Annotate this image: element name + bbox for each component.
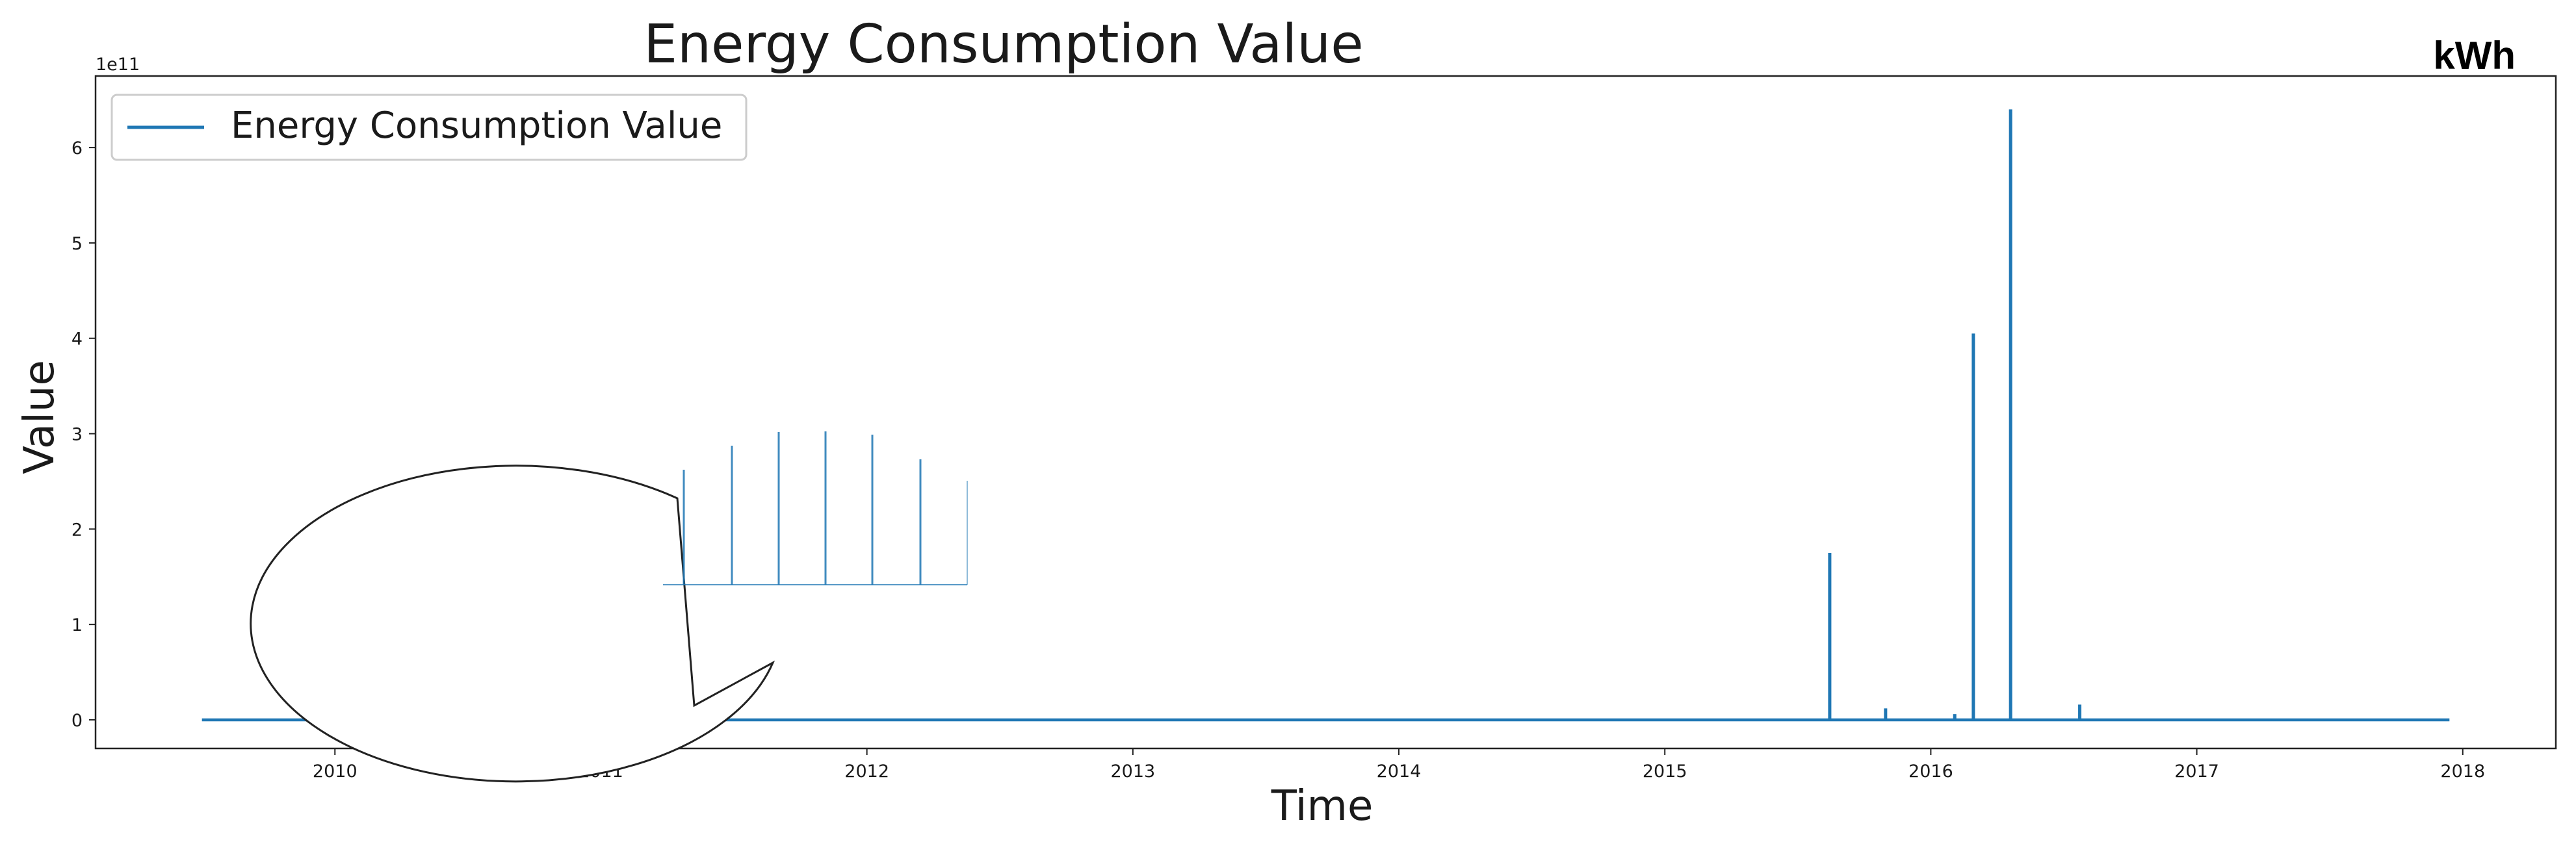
y-tick-label: 0: [72, 711, 83, 731]
y-multiplier-label: 1e11: [96, 55, 140, 75]
y-axis-label: Value: [16, 360, 64, 474]
speech-bubble-outline: [250, 465, 775, 783]
y-tick-label: 3: [72, 425, 83, 445]
plot-frame: [94, 75, 2557, 750]
x-tick-label: 2015: [1643, 761, 1687, 782]
x-axis-label: Time: [1271, 782, 1373, 830]
x-tick-label: 2016: [1908, 761, 1953, 782]
x-tick-label: 2014: [1377, 761, 1422, 782]
y-tick-label: 1: [72, 615, 83, 635]
x-tick-label: 2010: [313, 761, 358, 782]
x-tick-label: 2017: [2174, 761, 2219, 782]
y-tick-label: 4: [72, 329, 83, 350]
chart-title: Energy Consumption Value: [644, 14, 1363, 75]
unit-label: kWh: [2433, 34, 2516, 77]
inset-thumbnail: [663, 431, 968, 585]
x-tick-label: 2018: [2440, 761, 2485, 782]
legend-box: [111, 94, 748, 161]
x-tick-label: 2012: [844, 761, 889, 782]
y-axis-ticks: 0 1 2 3 4 5 6: [72, 138, 96, 731]
legend: Energy Consumption Value: [111, 94, 748, 161]
y-tick-label: 5: [72, 234, 83, 254]
legend-label-energy-consumption-value: Energy Consumption Value: [231, 105, 722, 147]
speech-bubble-annotation: [250, 431, 968, 783]
y-tick-label: 6: [72, 138, 83, 159]
x-tick-label: 2013: [1110, 761, 1155, 782]
y-tick-label: 2: [72, 520, 83, 540]
x-axis-ticks: 201020112012201320142015201620172018: [313, 748, 2485, 782]
